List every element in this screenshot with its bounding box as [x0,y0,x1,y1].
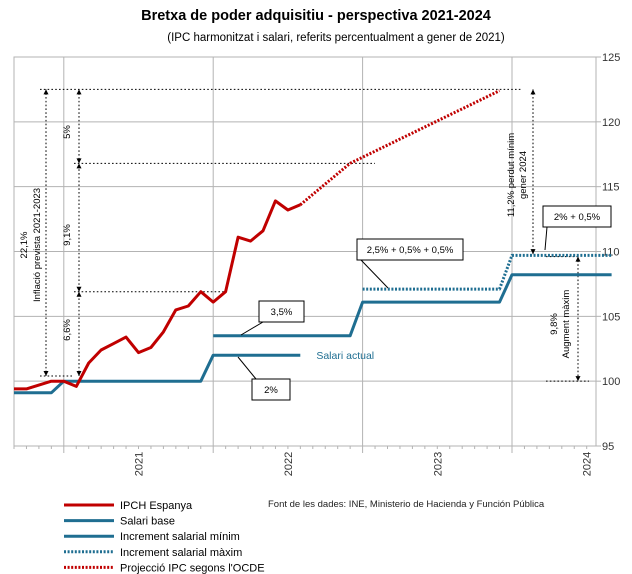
box-2024-text: 2% + 0,5% [554,212,601,223]
x-tick-label: 2021 [134,452,146,476]
arrow-head [76,370,82,376]
x-tick-label: 2023 [432,452,444,476]
lost-pct-label: 11,2% perdut mínim [506,133,517,217]
y-tick-label: 95 [602,441,614,453]
box-3-5-text: 3,5% [271,307,293,318]
increase-label: Augment màxim [561,290,572,359]
inflation-forecast-label: Inflació prevista 2021-2023 [32,188,43,302]
segment-5-label: 5% [62,125,73,139]
arrow-head [76,158,82,164]
arrow-head [76,89,82,95]
legend-label: Salari base [120,516,175,528]
legend-label: Increment salarial mínim [120,531,240,543]
chart-title: Bretxa de poder adquisitiu - perspectiva… [141,8,491,24]
box-2023-box [356,238,464,261]
x-axis: 2021 2022 2023 2024 [13,446,594,476]
y-tick-label: 105 [602,311,620,323]
increase-pct-label: 9,8% [549,313,560,335]
box-2-text: 2% [264,385,278,396]
box-3-5-leader [240,321,264,336]
arrow-head [43,89,49,95]
annotations: 22,1% Inflació prevista 2021-2023 5% 9,1% 6,… [19,88,589,382]
source-note: Font de les dades: INE, Ministerio de Ha… [268,499,545,510]
arrow-head [575,376,581,382]
box-2024-leader [544,226,548,251]
legend-label: Increment salarial màxim [120,547,242,559]
box-2-box [251,378,291,401]
box-2024-box [542,205,612,228]
annotation-boxes: 2% 3,5% 2,5% + 0,5% + 0,5% 2% + 0,5% [237,205,612,401]
series-lines: Salari actual [14,89,612,395]
segment-6-6-label: 6,6% [62,319,73,341]
series-line-1 [14,199,301,391]
legend-label: Projecció IPC segons l'OCDE [120,562,265,574]
box-2-leader [237,356,257,380]
arrow-head [530,89,536,95]
arrow-head [76,286,82,292]
series-line-4 [362,253,612,291]
lost-date-label: gener 2024 [518,151,529,199]
legend-label: IPCH Espanya [120,500,193,512]
y-tick-label: 115 [602,182,620,194]
segment-9-1-label: 9,1% [62,224,73,246]
arrow-head [76,291,82,297]
x-tick-label: 2024 [582,452,594,476]
box-2023-text: 2,5% + 0,5% + 0,5% [367,245,454,256]
inflation-total-label: 22,1% [19,231,30,258]
y-tick-label: 120 [602,117,620,129]
legend: IPCH Espanya Salari base Increment salaria… [64,500,265,574]
chart-subtitle: (IPC harmonitzat i salari, referits perc… [167,32,505,44]
box-3-5-box [258,300,305,323]
y-tick-label: 125 [602,52,620,64]
arrow-head [575,256,581,262]
y-tick-label: 100 [602,376,620,388]
x-tick-label: 2022 [283,452,295,476]
box-2023-leader [360,259,389,289]
series-line-5 [299,89,501,206]
arrow-head [43,370,49,376]
arrow-head [530,249,536,255]
salari-actual-label: Salari actual [316,350,374,362]
series-line-3 [213,273,612,338]
arrow-head [76,163,82,169]
